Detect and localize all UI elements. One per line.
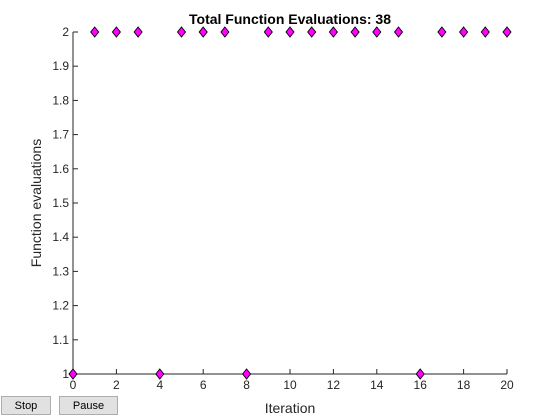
- y-tick-label: 1.6: [52, 162, 69, 176]
- data-point: [176, 26, 187, 38]
- y-tick-label: 1.7: [52, 128, 69, 142]
- data-point: [155, 368, 165, 380]
- x-tick-label: 10: [283, 378, 297, 392]
- data-point: [350, 26, 360, 38]
- data-point: [415, 368, 425, 380]
- data-point: [502, 26, 512, 38]
- y-tick-label: 1.1: [52, 333, 69, 347]
- data-point: [372, 26, 382, 38]
- x-tick-label: 4: [156, 378, 163, 392]
- y-tick-label: 1.8: [52, 93, 69, 107]
- x-tick-label: 0: [70, 378, 77, 392]
- y-tick-label: 1.4: [52, 230, 69, 244]
- axes: 0 2 4 6 8 10 12 14 16 18 20 1 1.1 1.2 1.3 1.4 1.5 1.6 1.7 1…: [52, 25, 514, 392]
- data-point: [68, 368, 78, 380]
- data-point: [220, 26, 230, 38]
- y-tick-label: 2: [62, 25, 69, 39]
- data-point: [198, 26, 208, 38]
- y-tick-label: 1: [62, 367, 69, 381]
- data-point: [307, 26, 317, 38]
- data-point: [242, 368, 252, 380]
- y-tick-label: 1.2: [52, 299, 69, 313]
- data-point: [459, 26, 469, 38]
- data-point: [437, 26, 447, 38]
- data-point: [263, 26, 273, 38]
- x-tick-label: 6: [200, 378, 207, 392]
- x-tick-label: 14: [370, 378, 384, 392]
- y-tick-label: 1.5: [52, 196, 69, 210]
- y-axis-label: Function evaluations: [28, 139, 44, 267]
- data-points: [68, 26, 512, 380]
- data-point: [90, 26, 100, 38]
- y-tick-label: 1.9: [52, 59, 69, 73]
- pause-button[interactable]: Pause: [59, 396, 118, 415]
- x-tick-label: 20: [500, 378, 514, 392]
- x-tick-label: 8: [243, 378, 250, 392]
- data-point: [111, 26, 121, 38]
- x-tick-label: 16: [414, 378, 428, 392]
- x-tick-label: 2: [113, 378, 120, 392]
- data-point: [480, 26, 490, 38]
- y-tick-label: 1.3: [52, 264, 69, 278]
- x-tick-label: 18: [457, 378, 471, 392]
- x-tick-label: 12: [327, 378, 341, 392]
- x-axis-label: Iteration: [265, 400, 316, 416]
- chart-title: Total Function Evaluations: 38: [189, 11, 391, 27]
- data-point: [133, 26, 143, 38]
- stop-button[interactable]: Stop: [1, 396, 51, 415]
- data-point: [285, 26, 295, 38]
- data-point: [393, 26, 404, 38]
- data-point: [328, 26, 338, 38]
